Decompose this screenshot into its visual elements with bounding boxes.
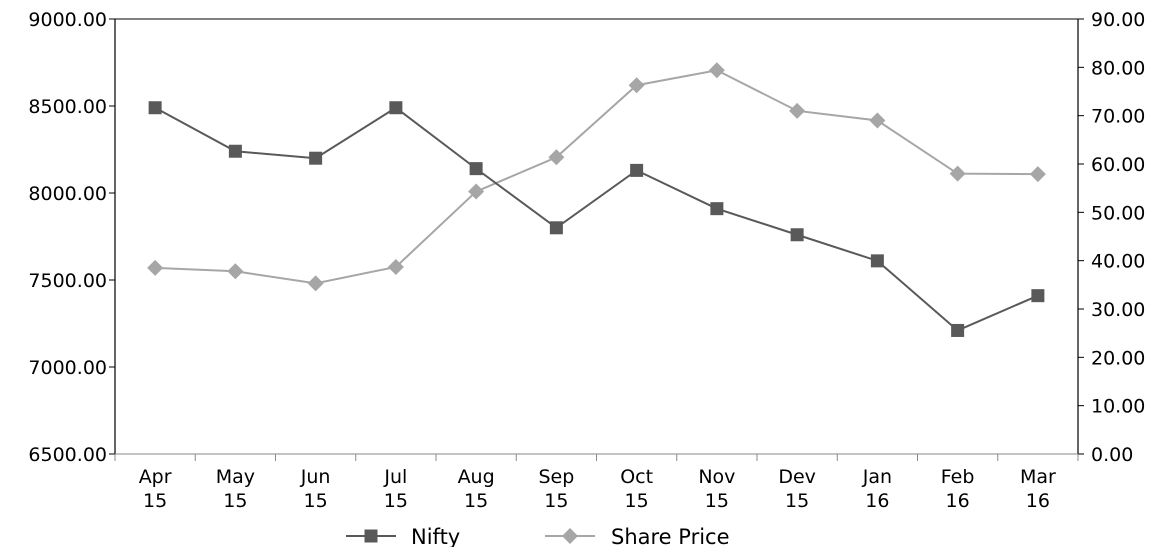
axes [114,18,1079,455]
series-line [154,106,1039,332]
legend-item: Share Price [545,525,730,547]
x-tick-label-line: 16 [1026,490,1050,512]
x-tick-label-line: 15 [464,490,488,512]
data-point [387,258,404,275]
data-point [789,102,806,119]
series-share-price [147,62,1046,292]
x-tick-label: Apr 15 [139,466,172,512]
x-tick-label-line: Jun [300,466,331,488]
data-point [790,228,804,242]
x-tick-label-line: 16 [946,490,970,512]
x-tick-label-line: Mar [1020,466,1056,488]
x-tick-label: Jan 16 [862,466,892,512]
left-tick-label: 8000.00 [28,183,107,205]
data-point [628,77,645,94]
x-tick-label-line: Sep [538,466,574,488]
data-point [228,144,242,158]
x-tick-label-line: Jul [383,466,407,488]
right-tick-label: 30.00 [1091,299,1145,321]
x-tick-label: Mar 16 [1020,466,1056,512]
data-point [949,165,966,182]
data-point [710,202,724,216]
x-tick-label-line: 15 [223,490,247,512]
x-tick-label-line: Oct [620,466,653,488]
x-tick-label: Nov 15 [698,466,735,512]
data-point [148,101,162,115]
x-tick-label-line: 15 [544,490,568,512]
data-point [870,254,884,268]
data-point [307,275,324,292]
x-tick-label: Oct 15 [620,466,653,512]
x-tick-label: Jun 15 [300,466,331,512]
legend-label: Share Price [611,525,730,547]
right-tick-label: 90.00 [1091,9,1145,31]
right-tick-label: 0.00 [1091,444,1133,466]
x-tick-label-line: Dev [778,466,816,488]
x-tick-label-line: Nov [698,466,735,488]
left-tick-label: 7500.00 [28,270,107,292]
x-tick-label-line: 15 [304,490,328,512]
data-point [1029,166,1046,183]
right-axis-ticks: 0.00 10.00 20.00 30.00 40.00 50.00 60.00 70.00 8… [1078,9,1145,466]
data-point [227,263,244,280]
left-tick-label: 7000.00 [28,357,107,379]
legend-marker [562,528,578,544]
x-tick-label-line: 15 [625,490,649,512]
x-tick-label-line: 16 [865,490,889,512]
data-point [147,259,164,276]
x-tick-label-line: Feb [941,466,975,488]
x-tick-label: May 15 [216,466,255,512]
x-tick-label: Feb 16 [941,466,975,512]
right-tick-label: 50.00 [1091,202,1145,224]
right-tick-label: 80.00 [1091,57,1145,79]
data-point [389,101,403,115]
x-tick-label: Dev 15 [778,466,816,512]
x-tick-label-line: 15 [143,490,167,512]
x-tick-label-line: 15 [384,490,408,512]
x-tick-label-line: Aug [458,466,495,488]
right-tick-label: 20.00 [1091,347,1145,369]
data-point [708,62,725,79]
x-tick-label-line: Apr [139,466,172,488]
series-layer [147,62,1046,337]
right-tick-label: 10.00 [1091,396,1145,418]
data-point [548,149,565,166]
data-point [951,323,965,337]
x-tick-label: Aug 15 [458,466,495,512]
series-nifty [148,101,1045,337]
x-tick-label: Sep 15 [538,466,574,512]
legend-label: Nifty [411,525,460,547]
legend-marker [364,529,378,543]
series-line [155,69,1038,285]
legend-item: Nifty [346,525,460,547]
x-tick-label: Jul 15 [383,466,408,512]
data-point [469,162,483,176]
right-tick-label: 60.00 [1091,154,1145,176]
right-tick-label: 70.00 [1091,106,1145,128]
legend: Nifty Share Price [346,525,730,547]
data-point [869,112,886,129]
x-tick-label-line: 15 [705,490,729,512]
x-tick-label-line: 15 [785,490,809,512]
right-tick-label: 40.00 [1091,251,1145,273]
data-point [630,163,644,177]
x-tick-label-line: May [216,466,255,488]
left-tick-label: 9000.00 [28,9,107,31]
x-tick-label-line: Jan [862,466,892,488]
data-point [549,221,563,235]
left-tick-label: 6500.00 [28,444,107,466]
left-tick-label: 8500.00 [28,96,107,118]
data-point [1031,289,1045,303]
left-axis-ticks: 6500.00 7000.00 7500.00 8000.00 8500.00 9000.… [28,9,115,466]
data-point [309,151,323,165]
data-point [468,183,485,200]
